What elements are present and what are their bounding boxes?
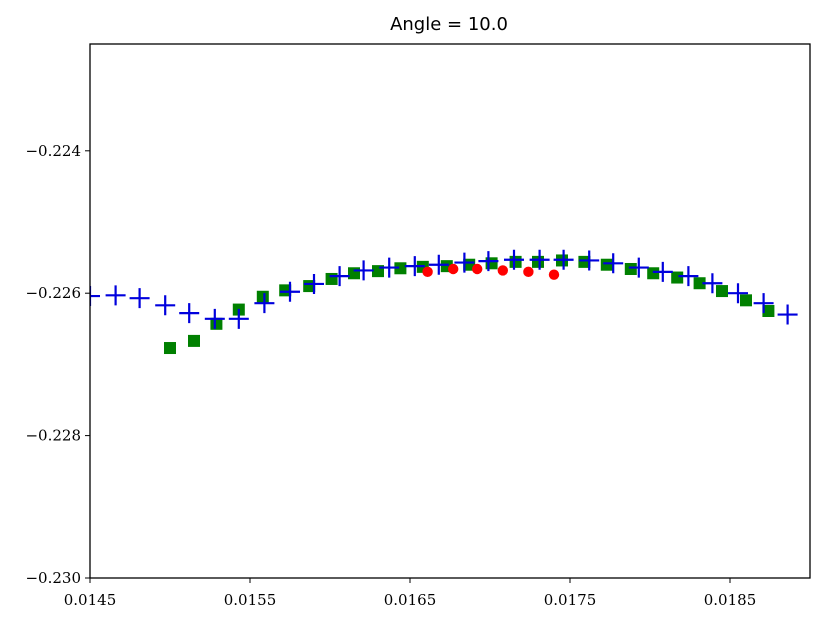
square-marker — [164, 342, 176, 355]
plus-marker — [678, 266, 699, 287]
plus-marker — [529, 249, 550, 270]
circle-marker — [523, 266, 534, 278]
plus-marker — [428, 254, 449, 275]
x-tick-label: 0.0185 — [704, 591, 757, 609]
square-marker — [394, 262, 407, 275]
x-tick-label: 0.0165 — [384, 591, 437, 609]
square-marker — [693, 277, 706, 290]
plus-marker — [504, 249, 524, 270]
circle-marker — [548, 269, 560, 280]
y-tick-label: −0.226 — [25, 284, 81, 302]
x-tick-label: 0.0175 — [544, 591, 597, 609]
plus-marker — [478, 251, 499, 272]
plus-marker — [353, 260, 374, 281]
square-marker — [532, 255, 544, 268]
plot-area-frame — [89, 43, 811, 579]
square-marker — [325, 272, 338, 285]
square-marker — [256, 290, 269, 303]
plus-marker — [404, 256, 425, 277]
y-tick-label: −0.230 — [25, 569, 81, 587]
plus-marker — [753, 293, 774, 314]
plus-marker — [652, 261, 673, 282]
series-plus — [90, 249, 798, 329]
plus-marker — [179, 303, 200, 324]
circle-marker — [472, 263, 483, 275]
plus-marker — [129, 288, 150, 309]
circle-marker — [497, 265, 508, 276]
square-marker — [647, 267, 660, 280]
y-tick-label: −0.228 — [25, 427, 81, 445]
y-tick-label: −0.224 — [25, 142, 81, 160]
square-marker — [348, 267, 360, 280]
x-axis: 0.0145 0.0155 0.0165 0.0175 0.0185 — [64, 578, 757, 609]
plus-marker — [454, 252, 475, 273]
series-circle — [422, 263, 560, 280]
square-marker — [210, 317, 223, 330]
square-marker — [740, 294, 752, 307]
circle-marker — [422, 266, 433, 278]
plus-marker — [155, 295, 176, 316]
square-marker — [762, 305, 775, 317]
plus-marker — [702, 273, 723, 294]
plus-marker — [579, 250, 600, 271]
plus-marker — [628, 257, 649, 278]
square-marker — [509, 255, 522, 268]
plus-marker — [603, 253, 624, 274]
plus-marker — [329, 266, 350, 287]
y-axis: −0.224 −0.226 −0.228 −0.230 — [25, 142, 90, 587]
plus-marker — [553, 249, 574, 270]
circle-marker — [448, 263, 459, 275]
x-tick-label: 0.0155 — [224, 591, 277, 609]
square-marker — [188, 334, 200, 347]
plus-marker — [777, 304, 798, 325]
square-marker — [279, 284, 292, 297]
x-tick-label: 0.0145 — [64, 591, 117, 609]
square-marker — [600, 258, 613, 271]
plus-marker — [280, 281, 300, 302]
plus-marker — [728, 283, 748, 304]
plus-marker — [304, 273, 324, 294]
plus-marker — [228, 308, 249, 329]
square-marker — [716, 285, 728, 298]
plus-marker — [105, 285, 126, 306]
square-marker — [624, 262, 637, 275]
plus-marker — [254, 293, 275, 314]
chart-title: Angle = 10.0 — [390, 14, 508, 35]
plus-marker — [90, 286, 100, 307]
plus-marker — [379, 257, 400, 278]
plus-marker — [204, 308, 225, 329]
square-marker — [671, 271, 684, 284]
series-layer — [90, 249, 798, 355]
square-marker — [578, 255, 591, 268]
